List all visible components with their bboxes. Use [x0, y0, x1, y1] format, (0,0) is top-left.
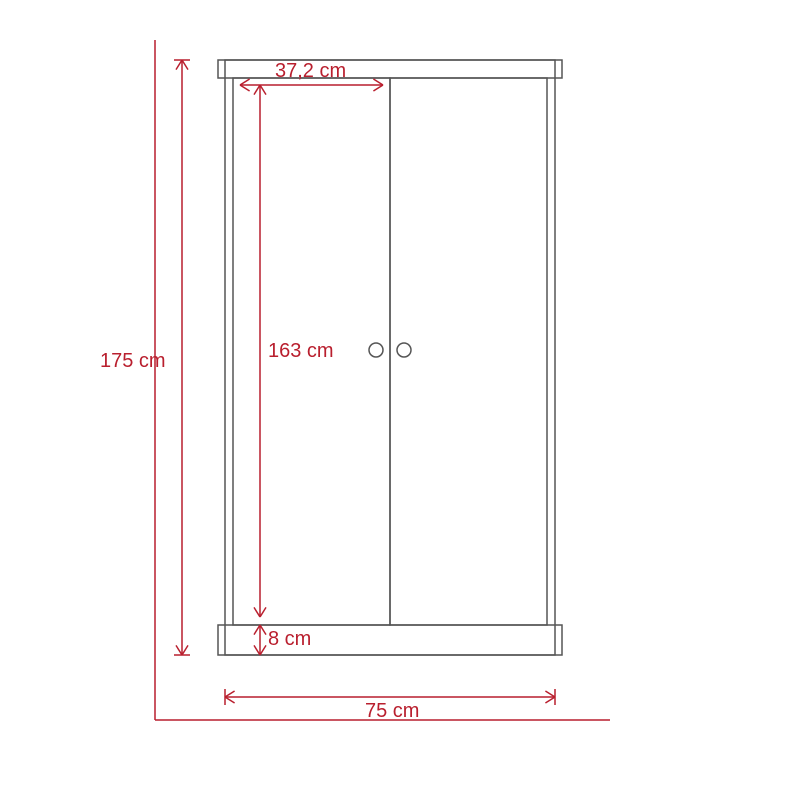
diagram-svg: [0, 0, 800, 800]
label-total-width: 75 cm: [365, 700, 419, 723]
dimension-diagram: { "type": "dimension-diagram", "colors":…: [0, 0, 800, 800]
label-plinth-height: 8 cm: [268, 628, 311, 651]
label-door-width: 37,2 cm: [275, 60, 346, 83]
label-total-height: 175 cm: [100, 350, 166, 373]
label-door-height: 163 cm: [268, 340, 334, 363]
